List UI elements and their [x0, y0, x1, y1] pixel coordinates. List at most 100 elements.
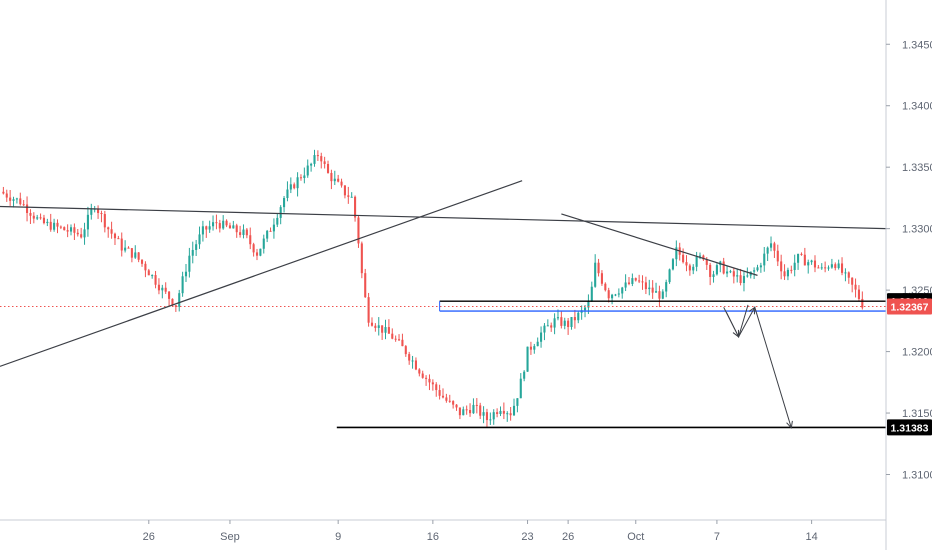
candle-body	[614, 294, 617, 296]
candle-body	[63, 227, 66, 231]
candle-body	[506, 413, 509, 415]
candle-body	[343, 185, 346, 196]
candle-body	[496, 412, 499, 414]
candle-body	[857, 289, 860, 299]
candle-body	[374, 325, 377, 328]
candle-body	[255, 252, 259, 256]
upper-descending-line[interactable]	[0, 205, 887, 230]
candle-body	[86, 214, 89, 230]
candle-body	[671, 259, 675, 270]
candle-body	[195, 244, 198, 250]
candle-body	[279, 207, 282, 218]
candle-body	[397, 339, 401, 341]
candle-body	[286, 189, 289, 198]
candle-body	[245, 229, 248, 236]
candle-body	[817, 267, 820, 269]
candle-body	[66, 230, 69, 232]
candle-body	[834, 264, 837, 269]
candle-body	[259, 248, 262, 256]
candle-body	[810, 260, 813, 263]
candle-body	[49, 221, 52, 230]
candle-body	[59, 226, 62, 228]
candle-body	[377, 325, 380, 328]
candle-body	[641, 281, 644, 283]
candle-body	[384, 327, 387, 333]
candle-body	[445, 397, 448, 401]
candle-body	[90, 209, 93, 215]
candle-body	[624, 282, 627, 288]
price-tick-label: 1.34000	[902, 101, 932, 113]
candle-body	[12, 199, 15, 201]
short-descending-resistance[interactable]	[561, 213, 758, 276]
candle-body	[228, 225, 232, 229]
candle-body	[69, 227, 73, 232]
rising-support-line[interactable]	[0, 180, 523, 367]
candle-body	[266, 230, 269, 239]
projection-arrowhead	[786, 420, 793, 429]
candle-body	[124, 247, 127, 251]
candle-body	[661, 291, 664, 299]
candle-body	[56, 222, 59, 227]
candle-body	[127, 247, 130, 249]
candle-body	[512, 405, 516, 416]
candle-body	[19, 198, 22, 205]
candle-body	[157, 284, 160, 291]
candle-body	[269, 230, 272, 232]
price-tag: 1.31383	[887, 419, 932, 436]
candle-body	[184, 271, 188, 277]
candle-body	[53, 222, 56, 230]
candle-body	[32, 215, 35, 219]
candle-body	[354, 196, 357, 218]
candle-body	[272, 224, 275, 232]
candle-body	[235, 225, 238, 233]
candle-body	[323, 161, 326, 164]
candle-body	[303, 175, 306, 178]
projection-path[interactable]	[725, 306, 792, 428]
candle-body	[438, 390, 441, 396]
candle-body	[225, 220, 228, 226]
candle-body	[837, 263, 840, 269]
candle-body	[732, 271, 735, 277]
price-tick-label: 1.31500	[902, 408, 932, 420]
candle-body	[820, 267, 823, 269]
candle-body	[827, 267, 830, 269]
candle-body	[634, 278, 637, 281]
candle-body	[854, 284, 857, 290]
price-tag: 1.32367	[887, 298, 932, 315]
candle-body	[746, 275, 749, 277]
price-tick-label: 1.34500	[902, 39, 932, 51]
candle-body	[654, 291, 658, 293]
candle-body	[695, 256, 698, 267]
candle-body	[137, 252, 140, 260]
candle-body	[570, 317, 573, 328]
candle-body	[844, 272, 847, 274]
candle-body	[594, 262, 597, 287]
candle-body	[15, 198, 18, 200]
candle-body	[299, 177, 303, 179]
candle-body	[807, 262, 810, 266]
candle-body	[198, 234, 201, 245]
candle-body	[130, 248, 133, 258]
candle-body	[722, 261, 725, 274]
price-tick-label: 1.33000	[902, 224, 932, 236]
candle-body	[698, 255, 702, 257]
candle-body	[851, 277, 854, 285]
candle-body	[756, 267, 759, 271]
candle-body	[97, 208, 100, 214]
candle-body	[276, 217, 279, 225]
candle-body	[326, 163, 330, 173]
candle-body	[577, 312, 580, 321]
candle-body	[283, 197, 286, 208]
candle-body	[134, 252, 137, 258]
candle-body	[381, 325, 384, 333]
candle-body	[583, 307, 587, 311]
candle-body	[759, 265, 762, 268]
candle-body	[800, 253, 803, 255]
time-tick-label: 16	[427, 531, 439, 543]
candle-body	[320, 156, 323, 162]
candle-body	[597, 262, 600, 274]
candle-body	[631, 278, 634, 284]
candle-body	[316, 155, 319, 157]
